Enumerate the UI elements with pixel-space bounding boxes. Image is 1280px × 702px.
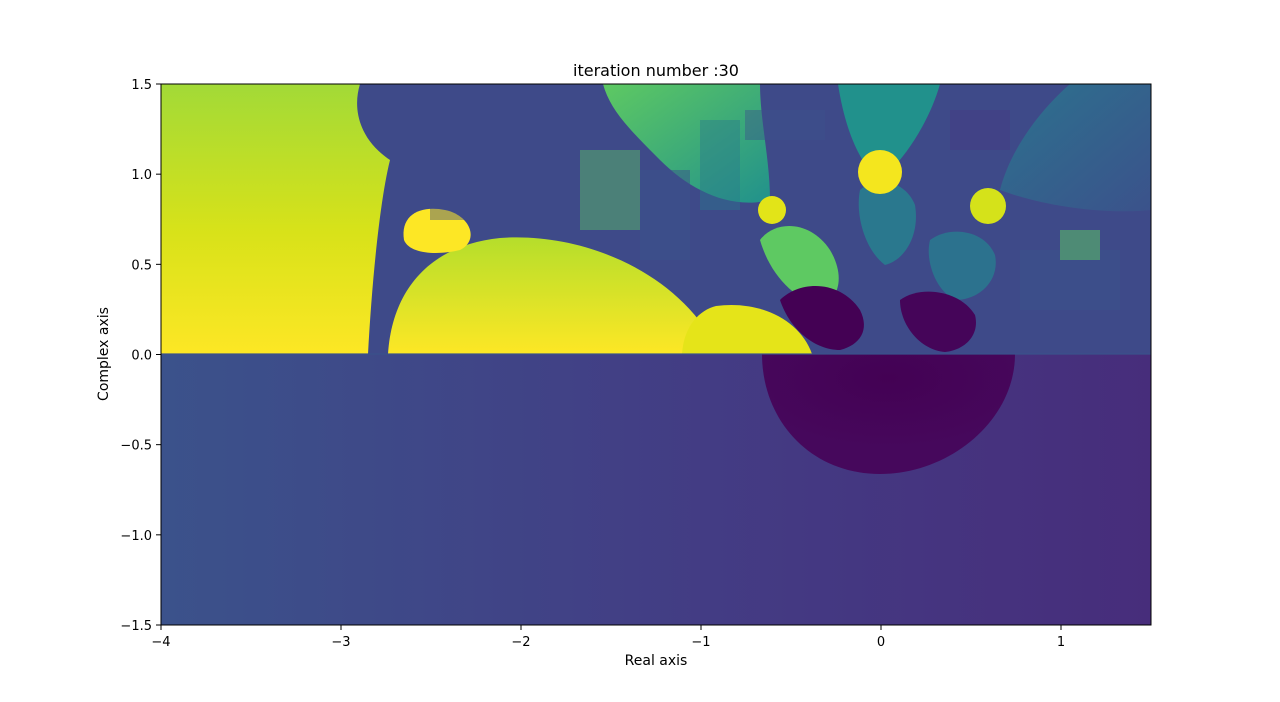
x-tick-label: −2 [511, 635, 530, 650]
yellow-left-region [161, 84, 390, 354]
x-tick-label: 0 [877, 635, 885, 650]
heatmap-image [161, 84, 1151, 625]
x-tick-label: −4 [151, 635, 170, 650]
y-tick-label: 0.5 [131, 258, 152, 273]
yellow-bulb-b [970, 188, 1006, 224]
x-tick-label: 1 [1057, 635, 1065, 650]
x-axis-ticks: −4 −3 −2 −1 0 1 [151, 625, 1065, 650]
chart-title: iteration number :30 [573, 61, 739, 80]
y-tick-label: 0.0 [131, 349, 152, 364]
y-tick-label: 1.0 [131, 168, 152, 183]
y-axis-ticks: −1.5 −1.0 −0.5 0.0 0.5 1.0 1.5 [120, 78, 161, 634]
x-tick-label: −1 [691, 635, 710, 650]
y-tick-label: −1.5 [120, 619, 152, 634]
real-axis-seam [161, 353, 1151, 355]
yellow-bulb-a [858, 150, 902, 194]
y-axis-label: Complex axis [96, 307, 112, 401]
y-tick-label: 1.5 [131, 78, 152, 93]
x-tick-label: −3 [331, 635, 350, 650]
x-axis-label: Real axis [625, 653, 688, 669]
y-tick-label: −0.5 [120, 439, 152, 454]
y-tick-label: −1.0 [120, 529, 152, 544]
yellow-bulb-c [758, 196, 786, 224]
